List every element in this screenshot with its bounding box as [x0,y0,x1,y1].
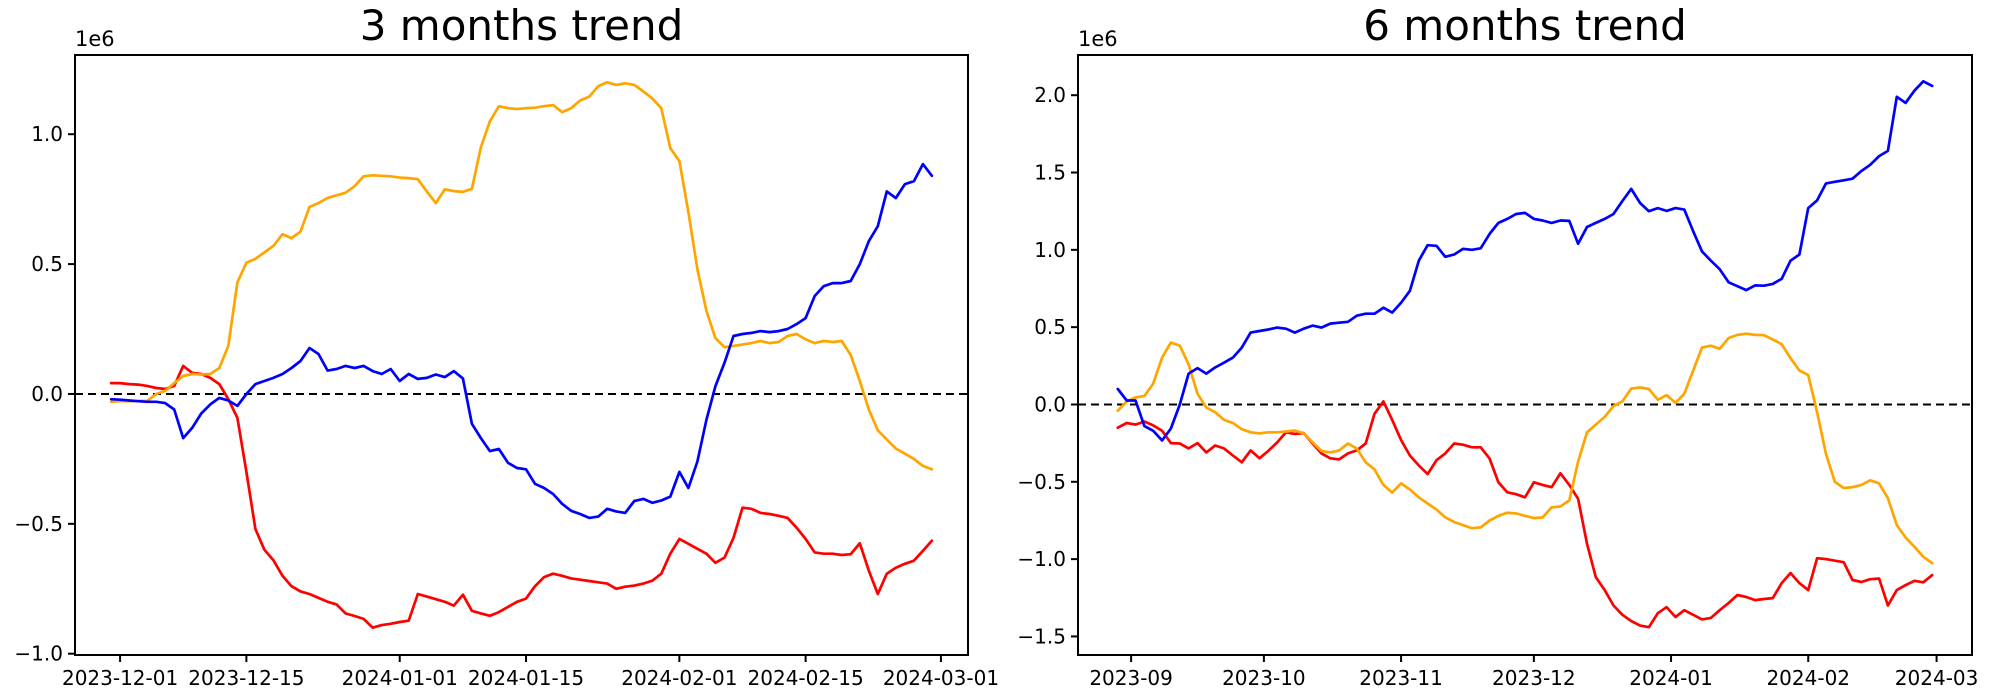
x-tick-label: 2024-02-01 [621,666,737,690]
x-tick-label: 2023-10 [1222,666,1306,690]
plot-border [74,54,969,656]
y-tick-label: 2.0 [1034,83,1066,107]
series-red-line [109,364,934,630]
y-tick-label: −0.5 [14,512,63,536]
x-tick-label: 2023-12-15 [188,666,304,690]
x-tick-label: 2024-01-01 [342,666,458,690]
x-tick-label: 2024-02-15 [748,666,864,690]
series-blue-line [109,162,934,520]
chart-panel-0: 2023-12-01 2023-12-15 2024-01-01 2024-01-15… [14,27,999,690]
chart-panel-1: 2023-09 2023-10 2023-11 2023-12 2024-01 2024-… [1017,27,1978,690]
y-tick-label: 1.0 [31,122,63,146]
y-tick-label: 0.0 [31,382,63,406]
x-tick-label: 2024-02 [1766,666,1850,690]
y-tick-label: −1.0 [1017,547,1066,571]
x-tick-label: 2023-12-01 [62,666,178,690]
x-tick-label: 2024-03-01 [883,666,999,690]
x-tick-label: 2023-11 [1359,666,1443,690]
series-orange-line [1116,332,1934,565]
y-tick-label: −1.0 [14,642,63,666]
plot-border [1077,54,1973,656]
x-tick-label: 2024-01-15 [468,666,584,690]
x-tick-label: 2023-12 [1492,666,1576,690]
y-tick-label: 0.5 [31,252,63,276]
y-tick-label: 1.5 [1034,161,1066,185]
series-red-line [1116,400,1934,629]
series-blue-line [1116,79,1934,442]
y-axis-offset-label: 1e6 [1078,27,1118,51]
x-tick-label: 2023-09 [1089,666,1173,690]
series-orange-line [109,80,934,471]
y-tick-label: −1.5 [1017,624,1066,648]
y-tick-label: 0.5 [1034,315,1066,339]
x-tick-label: 2024-01 [1629,666,1713,690]
y-tick-label: −0.5 [1017,470,1066,494]
y-tick-label: 0.0 [1034,392,1066,416]
chart-title-3-months: 3 months trend [359,1,684,50]
y-axis-offset-label: 1e6 [75,27,115,51]
y-tick-label: 1.0 [1034,238,1066,262]
chart-title-6-months: 6 months trend [1363,1,1687,50]
x-tick-label: 2024-03 [1895,666,1979,690]
